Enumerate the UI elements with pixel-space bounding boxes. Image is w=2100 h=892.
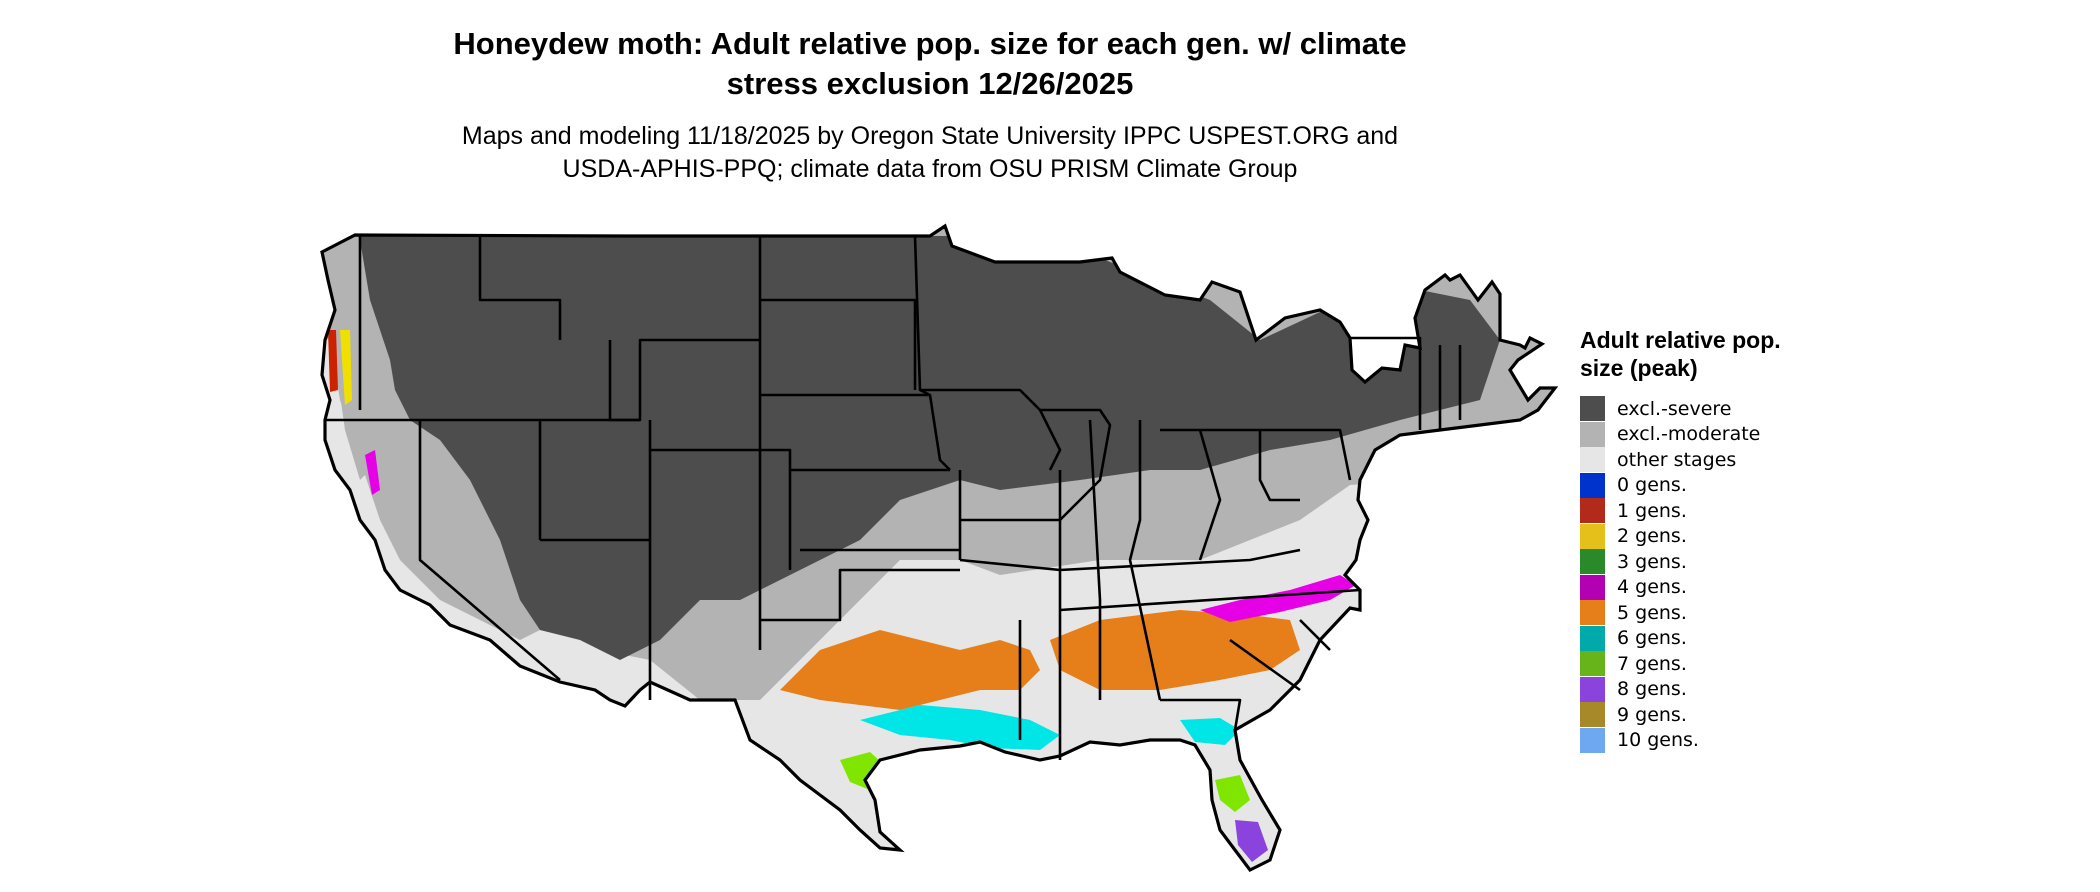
map-fill-layer [322, 226, 1555, 870]
legend-item: 6 gens. [1580, 625, 1820, 652]
title-block: Honeydew moth: Adult relative pop. size … [340, 24, 1520, 186]
legend-item: 9 gens. [1580, 702, 1820, 728]
legend-swatch [1580, 727, 1605, 753]
legend-swatch [1580, 574, 1605, 600]
legend-label: 10 gens. [1617, 729, 1699, 752]
legend-label: 4 gens. [1617, 576, 1687, 599]
legend-label: 2 gens. [1617, 525, 1687, 548]
map-region-band-cyan-fl [1180, 718, 1240, 745]
legend-label: 7 gens. [1617, 652, 1687, 675]
legend-label: 1 gens. [1617, 499, 1687, 522]
state-boundaries [325, 235, 1462, 760]
legend-item: excl.-severe [1580, 396, 1820, 422]
legend-label: 0 gens. [1617, 474, 1687, 497]
legend-swatch [1580, 498, 1605, 524]
legend-item: 3 gens. [1580, 549, 1820, 575]
map-region-band-severe [360, 236, 1500, 660]
legend-swatch [1580, 523, 1605, 549]
subtitle-line-1: Maps and modeling 11/18/2025 by Oregon S… [461, 122, 1399, 150]
map-region-band-magenta-ca [365, 450, 380, 495]
legend-label: 9 gens. [1617, 703, 1687, 726]
map-region-band-yellow-ca [340, 330, 352, 405]
legend-item: 0 gens. [1580, 472, 1820, 499]
map-region-band-magenta-nc [1200, 575, 1356, 622]
legend-label: 5 gens. [1617, 601, 1687, 624]
legend-item: 1 gens. [1580, 498, 1820, 524]
legend-label: excl.-severe [1617, 397, 1732, 420]
subtitle-line-2: USDA-APHIS-PPQ; climate data from OSU PR… [562, 155, 1298, 183]
legend-swatch [1580, 651, 1605, 677]
map-region-band-orange-se [1050, 610, 1300, 690]
legend-swatch [1580, 447, 1605, 473]
map-region-band-cyan-gulf [860, 705, 1060, 750]
legend: Adult relative pop. size (peak) excl.-se… [1580, 326, 1820, 753]
map-subtitle: Maps and modeling 11/18/2025 by Oregon S… [340, 120, 1520, 186]
legend-swatch [1580, 549, 1605, 575]
legend-swatch [1580, 600, 1605, 626]
legend-item: 4 gens. [1580, 574, 1820, 601]
map-region-band-orange-tx [780, 630, 1040, 710]
legend-label: 6 gens. [1617, 627, 1687, 650]
legend-swatch [1580, 702, 1605, 728]
legend-swatch [1580, 625, 1605, 651]
legend-label: 3 gens. [1617, 550, 1687, 573]
map-title: Honeydew moth: Adult relative pop. size … [340, 24, 1520, 104]
legend-item: 8 gens. [1580, 676, 1820, 703]
legend-item: 5 gens. [1580, 600, 1820, 626]
legend-item: 2 gens. [1580, 523, 1820, 550]
legend-item: 10 gens. [1580, 727, 1820, 754]
title-line-1: Honeydew moth: Adult relative pop. size … [453, 26, 1407, 61]
legend-swatch [1580, 396, 1605, 422]
legend-label: other stages [1617, 448, 1737, 471]
title-line-2: stress exclusion 12/26/2025 [726, 66, 1134, 101]
map-region-band-green-fl [1215, 775, 1250, 812]
legend-title: Adult relative pop. size (peak) [1580, 327, 1781, 381]
map-region-band-red-ca [328, 330, 338, 392]
legend-item: other stages [1580, 447, 1820, 473]
legend-label: excl.-moderate [1617, 423, 1761, 446]
legend-label: 8 gens. [1617, 678, 1687, 701]
legend-item: excl.-moderate [1580, 421, 1820, 448]
legend-swatch [1580, 472, 1605, 498]
legend-items: excl.-severe excl.-moderate other stages 0 … [1580, 396, 1820, 753]
legend-swatch [1580, 676, 1605, 702]
legend-item: 7 gens. [1580, 651, 1820, 677]
map-region-band-purple-fl [1235, 820, 1268, 862]
legend-swatch [1580, 421, 1605, 447]
